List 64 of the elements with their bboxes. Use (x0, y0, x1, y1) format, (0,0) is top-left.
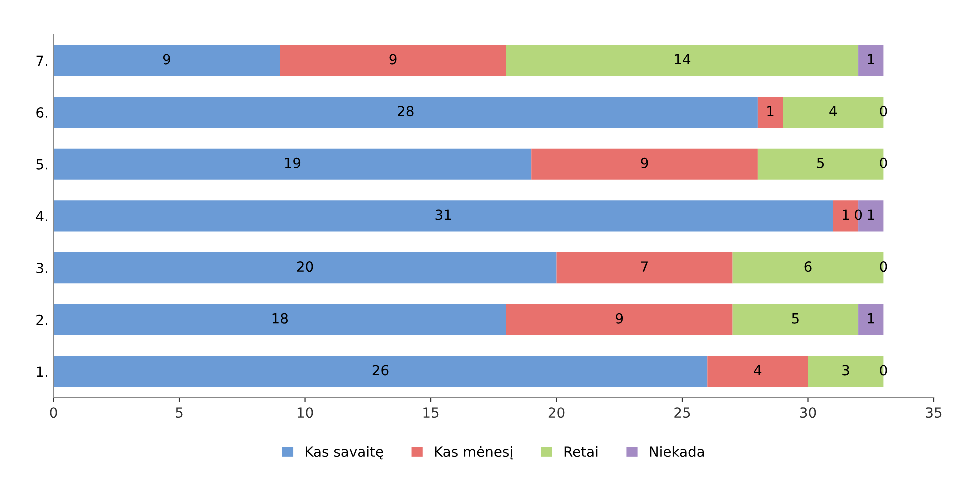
data-label: 28 (398, 106, 414, 117)
x-tick-label: 5 (176, 408, 183, 418)
data-label: 31 (436, 210, 452, 220)
data-label: 5 (817, 158, 824, 168)
x-tick-label: 30 (800, 408, 816, 418)
bar (708, 356, 808, 388)
legend-label: Niekada (650, 446, 704, 458)
data-label: 1 (868, 314, 874, 324)
y-tick-label: 3. (36, 262, 48, 274)
y-tick-label: 6. (36, 108, 48, 118)
bar (758, 96, 784, 128)
x-tick-label: 10 (298, 408, 314, 418)
data-label: 9 (390, 54, 397, 65)
bar (506, 45, 859, 76)
bar (54, 252, 557, 284)
data-label: 19 (285, 158, 301, 168)
y-tick-label: 1. (37, 366, 48, 377)
data-label: 5 (792, 314, 799, 324)
bar (858, 304, 884, 336)
bar (54, 304, 506, 336)
data-label: 1 (868, 210, 874, 220)
data-label: 9 (641, 158, 648, 168)
bar (532, 148, 758, 180)
data-label: 7 (642, 262, 648, 272)
data-label: 3 (842, 365, 850, 376)
data-label: 9 (616, 313, 624, 324)
y-tick-label: 4. (36, 211, 48, 222)
x-tick-label: 25 (674, 408, 690, 418)
data-label: 14 (675, 54, 691, 65)
y-tick-label: 5. (36, 160, 48, 170)
data-label: 4 (754, 365, 762, 376)
bar (54, 96, 758, 128)
data-label: 4 (830, 106, 838, 116)
bar (54, 356, 708, 388)
data-label: 0 (880, 262, 888, 272)
data-label: 0 (855, 210, 862, 220)
bar (54, 45, 280, 76)
data-label: 1 (868, 54, 874, 65)
legend-label: Kas mėnesį (435, 446, 514, 460)
y-tick-label: 2. (36, 314, 48, 326)
legend-label: Retai (564, 446, 598, 458)
bar (732, 304, 859, 336)
x-tick-label: 20 (548, 408, 565, 418)
x-tick-label: 0 (50, 408, 58, 418)
bar (858, 45, 884, 76)
y-tick-label: 7. (36, 56, 48, 66)
x-tick-label: 15 (424, 408, 439, 418)
data-label: 0 (880, 158, 888, 168)
bar (54, 200, 834, 232)
bar (506, 304, 733, 336)
bar (54, 148, 532, 180)
data-label: 1 (843, 210, 850, 220)
legend-label: Kas savaitę (306, 446, 384, 460)
data-label: 26 (372, 365, 389, 376)
bar (556, 252, 733, 284)
data-label: 0 (880, 106, 888, 117)
bar (280, 45, 506, 76)
data-label: 18 (272, 313, 288, 324)
x-tick-label: 35 (926, 408, 942, 418)
data-label: 1 (768, 106, 774, 116)
data-label: 0 (880, 365, 888, 376)
data-label: 20 (297, 262, 314, 272)
data-label: 6 (804, 262, 812, 272)
data-label: 9 (163, 54, 170, 65)
